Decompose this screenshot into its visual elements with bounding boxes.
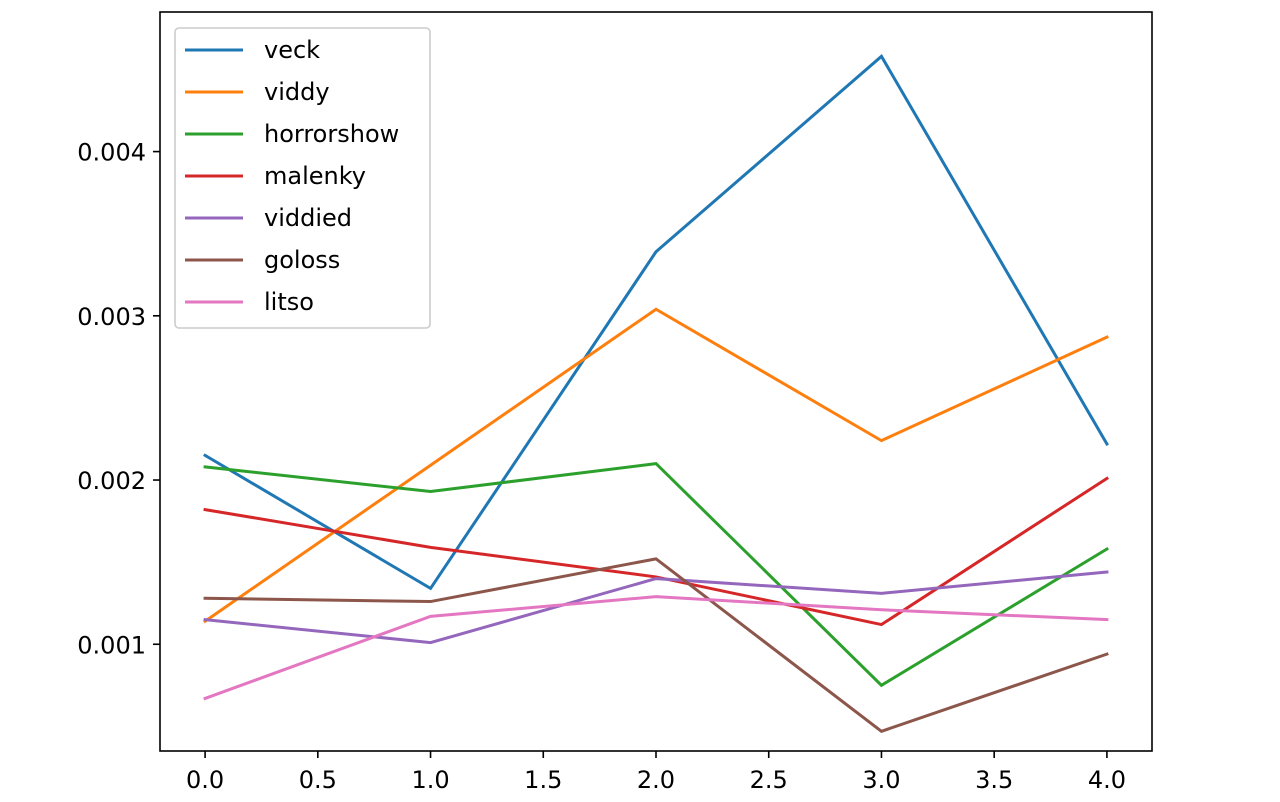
x-tick-label: 4.0 [1088, 766, 1126, 794]
x-tick-label: 1.5 [524, 766, 562, 794]
legend-label-viddy: viddy [264, 78, 330, 106]
series-line-litso [203, 595, 1109, 701]
x-tick-label: 3.0 [862, 766, 900, 794]
series-line-viddy [203, 307, 1109, 624]
legend-label-viddied: viddied [264, 204, 352, 232]
legend: veck viddy horrorshow malenky viddied goloss l… [174, 27, 431, 329]
x-tick-label: 2.5 [750, 766, 788, 794]
legend-label-malenky: malenky [264, 162, 366, 190]
x-tick-label: 0.5 [299, 766, 337, 794]
x-tick-label: 1.0 [411, 766, 449, 794]
y-axis: 0.001 0.002 0.003 0.004 [77, 139, 160, 659]
x-tick-label: 3.5 [975, 766, 1013, 794]
y-tick-label: 0.002 [77, 467, 146, 495]
legend-label-goloss: goloss [264, 246, 340, 274]
legend-label-litso: litso [264, 288, 314, 316]
x-tick-label: 0.0 [186, 766, 224, 794]
y-tick-label: 0.001 [77, 631, 146, 659]
legend-box [174, 27, 431, 329]
legend-label-horrorshow: horrorshow [264, 120, 399, 148]
x-tick-label: 2.0 [637, 766, 675, 794]
series-line-veck [203, 54, 1109, 591]
x-axis: 0.0 0.5 1.0 1.5 2.0 2.5 3.0 3.5 4.0 [186, 751, 1126, 794]
series-line-malenky [203, 476, 1109, 627]
y-tick-label: 0.004 [77, 139, 146, 167]
series-line-viddied [203, 570, 1109, 645]
series-line-goloss [203, 557, 1109, 733]
y-tick-label: 0.003 [77, 303, 146, 331]
series-line-horrorshow [203, 462, 1109, 688]
legend-label-veck: veck [264, 36, 320, 64]
series-layer [203, 54, 1109, 733]
